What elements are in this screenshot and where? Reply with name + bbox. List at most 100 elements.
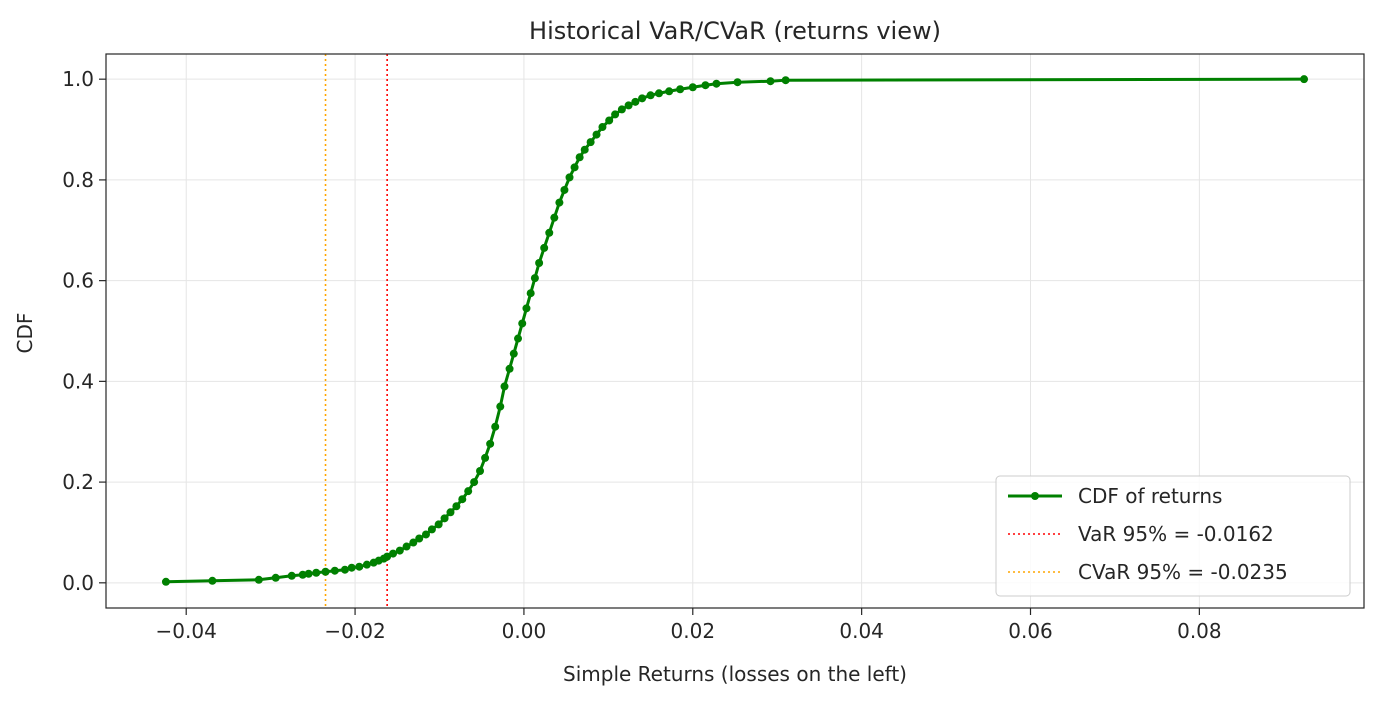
cdf-point — [208, 576, 217, 585]
x-tick-label: −0.02 — [324, 619, 385, 643]
cdf-point — [688, 83, 697, 92]
cdf-point — [605, 116, 614, 125]
x-tick-label: 0.02 — [671, 619, 716, 643]
cdf-point — [271, 573, 280, 582]
cdf-point — [446, 508, 455, 517]
cdf-point — [565, 173, 574, 182]
cdf-point — [598, 123, 607, 132]
cdf-point — [486, 439, 495, 448]
cdf-point — [415, 534, 424, 543]
cdf-point — [575, 153, 584, 162]
cdf-point — [522, 304, 531, 313]
plot-frame — [105, 53, 1365, 609]
legend-label-cdf: CDF of returns — [1078, 484, 1222, 508]
cdf-point — [476, 467, 485, 476]
cdf-point — [500, 382, 509, 391]
cdf-point — [631, 97, 640, 106]
cdf-point — [781, 76, 790, 85]
cdf-point — [505, 364, 514, 373]
cdf-point — [362, 560, 371, 569]
legend-marker-cdf — [1031, 492, 1039, 500]
cdf-point — [434, 520, 443, 529]
cdf-point — [676, 85, 685, 94]
cdf-point — [712, 79, 721, 88]
legend-box — [995, 475, 1351, 597]
cdf-point — [496, 402, 505, 411]
x-axis-label: Simple Returns (losses on the left) — [563, 662, 907, 686]
x-tick-label: 0.00 — [502, 619, 547, 643]
legend-label-cvar: CVaR 95% = -0.0235 — [1078, 560, 1288, 584]
cdf-point — [530, 274, 539, 283]
cdf-point — [518, 319, 527, 328]
x-tick-label: 0.06 — [1008, 619, 1053, 643]
x-axis: −0.04 −0.02 0.00 0.02 0.04 0.06 0.08 — [156, 608, 1222, 643]
cdf-point — [560, 185, 569, 194]
series-layer — [161, 75, 1309, 586]
cdf-point — [646, 91, 655, 100]
cdf-point — [452, 502, 461, 511]
grid — [106, 54, 1364, 608]
cdf-point — [470, 478, 479, 487]
cdf-point — [617, 105, 626, 114]
cdf-point — [665, 87, 674, 96]
cdf-point — [555, 198, 564, 207]
cdf-point — [347, 563, 356, 572]
legend-label-var: VaR 95% = -0.0162 — [1078, 522, 1274, 546]
cdf-point — [421, 530, 430, 539]
cdf-point — [545, 228, 554, 237]
cdf-point — [287, 571, 296, 580]
cdf-point — [355, 562, 364, 571]
cdf-point — [298, 570, 307, 579]
cdf-point — [1300, 75, 1309, 84]
cdf-point — [655, 89, 664, 98]
cdf-point — [540, 243, 549, 252]
cdf-point — [570, 163, 579, 172]
cdf-point — [402, 542, 411, 551]
cdf-point — [611, 110, 620, 119]
cdf-point — [458, 495, 467, 504]
chart-title: Historical VaR/CVaR (returns view) — [529, 17, 941, 45]
cdf-point — [586, 138, 595, 147]
cdf-point — [330, 566, 339, 575]
cdf-point — [535, 259, 544, 268]
y-tick-label: 0.0 — [62, 571, 94, 595]
cdf-point — [550, 213, 559, 222]
cdf-point — [440, 514, 449, 523]
cdf-point — [395, 546, 404, 555]
y-tick-label: 0.2 — [62, 470, 94, 494]
legend: CDF of returns VaR 95% = -0.0162 CVaR 95… — [995, 475, 1351, 597]
cdf-point — [409, 538, 418, 547]
cdf-point — [383, 552, 392, 561]
cdf-point — [161, 577, 170, 586]
cdf-point — [427, 525, 436, 534]
y-tick-label: 0.4 — [62, 369, 94, 393]
cdf-point — [526, 289, 535, 298]
x-tick-label: 0.04 — [839, 619, 884, 643]
x-tick-label: 0.08 — [1177, 619, 1222, 643]
cdf-point — [340, 565, 349, 574]
cdf-point — [701, 81, 710, 90]
y-tick-label: 0.6 — [62, 269, 94, 293]
cdf-point — [580, 145, 589, 154]
y-axis: 0.0 0.2 0.4 0.6 0.8 1.0 — [62, 67, 106, 595]
cdf-point — [304, 569, 313, 578]
cdf-point — [464, 487, 473, 496]
cdf-point — [624, 101, 633, 110]
cdf-point — [312, 568, 321, 577]
y-tick-label: 0.8 — [62, 168, 94, 192]
cdf-point — [491, 422, 500, 431]
cdf-point — [254, 575, 263, 584]
cdf-point — [481, 453, 490, 462]
cdf-point — [514, 334, 523, 343]
cdf-point — [592, 130, 601, 139]
cdf-point — [509, 349, 518, 358]
cdf-point — [321, 567, 330, 576]
cdf-point — [638, 94, 647, 103]
reference-lines — [324, 54, 388, 608]
y-tick-label: 1.0 — [62, 67, 94, 91]
cdf-point — [766, 77, 775, 86]
y-axis-label: CDF — [13, 313, 37, 354]
cdf-point — [733, 78, 742, 87]
cdf-point — [389, 549, 398, 558]
